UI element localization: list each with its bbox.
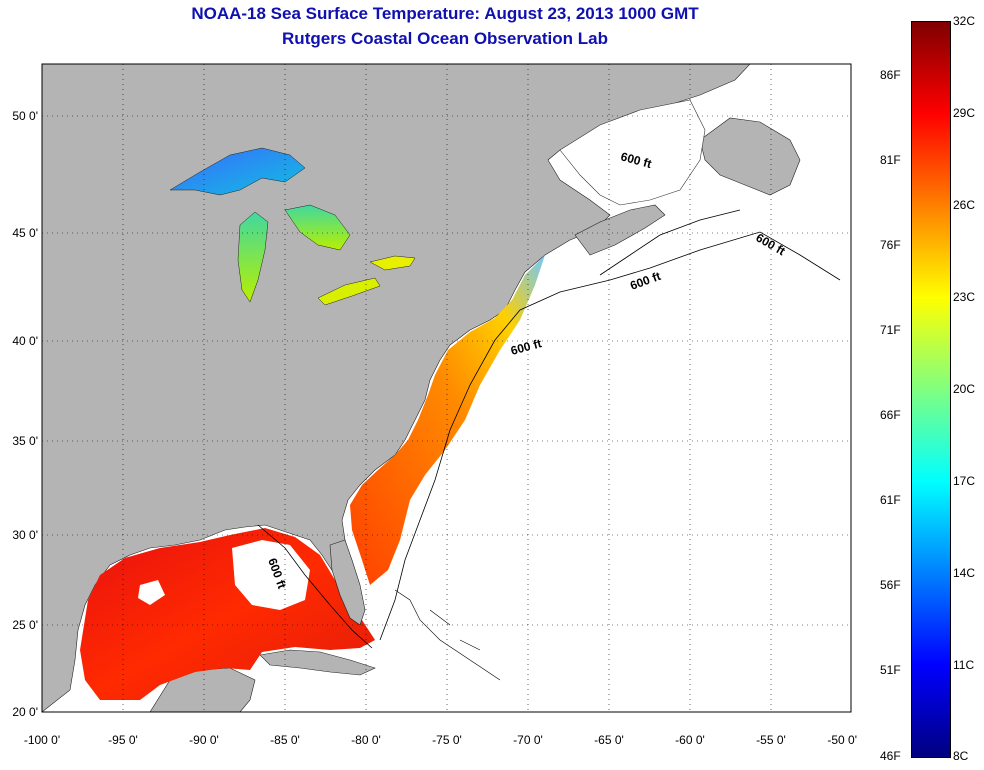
lake-erie (317, 277, 381, 306)
colorbar-f-label: 66F (880, 408, 901, 422)
y-tick-label: 40 0' (12, 334, 38, 348)
y-tick-label: 45 0' (12, 226, 38, 240)
cloud-gap-gulf-west (138, 580, 165, 605)
map-frame (41, 63, 852, 713)
x-tick-label: -75 0' (432, 733, 462, 747)
colorbar-c-label: 14C (953, 566, 976, 580)
land-newfoundland (699, 117, 801, 196)
contour-600ft (257, 209, 841, 649)
x-tick-label: -85 0' (270, 733, 300, 747)
y-tick-label: 50 0' (12, 109, 38, 123)
colorbar-c-label: 11C (953, 658, 975, 672)
y-tick-label: 20 0' (12, 705, 38, 719)
land-florida (329, 539, 366, 626)
colorbar-f-label: 81F (880, 153, 901, 167)
colorbar-c-label: 23C (953, 290, 976, 304)
colorbar-c-label: 29C (953, 106, 976, 120)
y-tick-label: 35 0' (12, 434, 38, 448)
colorbar-c-label: 17C (953, 474, 976, 488)
land-nova-scotia (574, 204, 666, 256)
map-subtitle: Rutgers Coastal Ocean Observation Lab (282, 29, 608, 48)
colorbar-f-label: 71F (880, 323, 901, 337)
colorbar-c-label: 26C (953, 198, 976, 212)
colorbar-f-label: 56F (880, 578, 901, 592)
graticule (42, 64, 851, 712)
sst-east-coast-shelf (350, 255, 545, 585)
lake-ontario (369, 255, 416, 271)
bahamas-islands (394, 589, 501, 681)
temperature-colorbar (911, 21, 951, 758)
x-tick-label: -50 0' (827, 733, 857, 747)
lake-superior (169, 147, 306, 196)
lake-huron (284, 204, 351, 251)
colorbar-c-label: 8C (953, 749, 969, 763)
x-tick-label: -95 0' (108, 733, 138, 747)
x-tick-label: -65 0' (594, 733, 624, 747)
land-cuba (259, 649, 376, 676)
map-title: NOAA-18 Sea Surface Temperature: August … (191, 4, 699, 23)
colorbar-f-label: 86F (880, 68, 901, 82)
x-tick-label: -90 0' (189, 733, 219, 747)
x-tick-label: -70 0' (513, 733, 543, 747)
colorbar-f-label: 51F (880, 663, 901, 677)
lake-michigan (237, 211, 269, 303)
y-tick-label: 25 0' (12, 618, 38, 632)
y-axis: 50 0' 45 0' 40 0' 35 0' 30 0' 25 0' 20 0… (12, 109, 38, 719)
colorbar-f-label: 61F (880, 493, 901, 507)
x-tick-label: -60 0' (675, 733, 705, 747)
x-axis: -100 0' -95 0' -90 0' -85 0' -80 0' -75 … (24, 733, 857, 747)
x-tick-label: -55 0' (756, 733, 786, 747)
colorbar-c-label: 20C (953, 382, 976, 396)
cloud-gap-gulf (232, 540, 310, 610)
x-tick-label: -100 0' (24, 733, 60, 747)
colorbar-f-label: 46F (880, 749, 901, 763)
land-north-america (42, 64, 751, 712)
colorbar-f-label: 76F (880, 238, 901, 252)
x-tick-label: -80 0' (351, 733, 381, 747)
colorbar-c-label: 32C (953, 14, 976, 28)
y-tick-label: 30 0' (12, 528, 38, 542)
